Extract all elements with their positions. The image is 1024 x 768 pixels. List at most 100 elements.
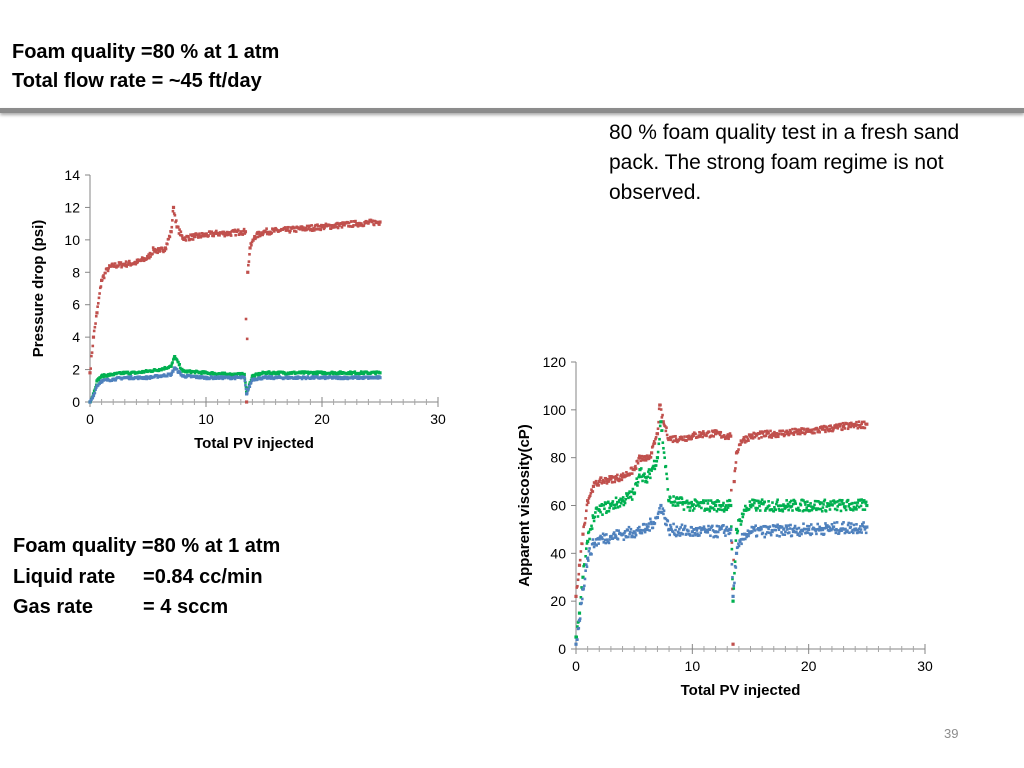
data-point-fill [692, 434, 695, 437]
data-point-fill [789, 523, 792, 527]
data-point-fill [356, 224, 360, 228]
data-point-fill [218, 234, 221, 237]
data-point-fill [747, 439, 750, 442]
data-point-fill [775, 525, 778, 529]
data-point-fill [350, 220, 353, 223]
data-point-fill [630, 466, 633, 470]
data-point-fill [741, 438, 745, 441]
data-point-fill [689, 534, 692, 537]
data-point-fill [791, 502, 795, 506]
data-point-fill [661, 413, 664, 417]
data-point-fill [798, 530, 802, 534]
data-point-fill [649, 520, 653, 524]
data-point-fill [713, 501, 717, 504]
data-point-fill [615, 476, 619, 480]
data-point-fill [833, 521, 836, 525]
data-point-fill [619, 474, 622, 478]
data-point-fill [671, 504, 675, 507]
data-point-fill [743, 441, 747, 444]
data-point-fill [657, 407, 661, 411]
data-point-fill [247, 263, 250, 267]
data-point-fill [242, 227, 246, 231]
data-point-fill [727, 503, 731, 507]
data-point-fill [783, 533, 787, 536]
data-point-fill [209, 373, 212, 376]
data-point-fill [751, 504, 755, 507]
x-tick-label: 30 [917, 658, 933, 674]
data-point-fill [134, 262, 138, 266]
data-point-fill [608, 538, 611, 541]
data-point-fill [184, 239, 188, 242]
data-point-fill [784, 506, 787, 510]
data-point-fill [728, 531, 732, 535]
data-point-fill [730, 562, 734, 566]
data-point-fill [663, 456, 666, 459]
data-point-fill [713, 508, 716, 511]
data-point-fill [168, 235, 172, 239]
data-point-fill [171, 358, 175, 361]
data-point [591, 484, 596, 488]
data-point-fill [627, 496, 630, 500]
y-tick-label: 4 [72, 329, 80, 345]
data-point-fill [775, 432, 779, 435]
data-point-fill [855, 504, 859, 507]
data-point-fill [637, 475, 640, 479]
data-point-fill [362, 372, 366, 376]
data-point-fill [602, 503, 606, 507]
data-point-fill [628, 472, 632, 475]
data-point-fill [96, 377, 100, 380]
data-point-fill [849, 525, 852, 529]
data-point-fill [656, 512, 660, 516]
data-point-fill [585, 547, 588, 550]
data-point-fill [722, 501, 725, 505]
data-point-fill [817, 428, 820, 431]
data-point [586, 539, 590, 543]
data-point [644, 527, 648, 532]
data-point-fill [167, 237, 170, 241]
data-point-fill [625, 535, 628, 539]
data-point [655, 515, 660, 520]
data-point-fill [863, 528, 867, 531]
data-point-fill [767, 504, 771, 507]
data-point-fill [702, 501, 706, 505]
data-point-fill [723, 507, 727, 511]
header-divider [0, 108, 1024, 113]
data-point-fill [724, 505, 727, 509]
data-point-fill [613, 503, 617, 507]
data-point-fill [748, 500, 752, 503]
data-point-fill [176, 225, 180, 229]
data-point-fill [605, 511, 608, 515]
data-point-fill [229, 232, 232, 235]
data-point-fill [739, 523, 743, 526]
data-point-fill [650, 467, 654, 470]
data-point-fill [615, 529, 619, 532]
data-point-fill [662, 422, 666, 426]
data-point-fill [639, 467, 643, 470]
data-point-fill [793, 500, 797, 503]
data-point-fill [659, 408, 663, 411]
data-point-fill [766, 506, 769, 510]
data-point-fill [687, 437, 690, 441]
data-point-fill [851, 531, 855, 535]
data-point-fill [647, 468, 651, 471]
data-point [169, 230, 173, 234]
data-point-fill [683, 435, 686, 438]
data-point-fill [749, 436, 753, 440]
data-point-fill [211, 371, 214, 374]
data-point-fill [705, 434, 708, 438]
data-point-fill [658, 437, 661, 441]
data-point-fill [742, 436, 746, 439]
data-point-fill [591, 538, 595, 541]
data-point [632, 468, 636, 472]
data-point-fill [603, 507, 606, 511]
header-line-2: Total flow rate = ~45 ft/day [12, 70, 262, 92]
data-point-fill [746, 437, 750, 441]
data-point-fill [656, 450, 660, 454]
data-point-fill [596, 515, 600, 518]
data-point [714, 530, 718, 534]
data-point-fill [828, 428, 832, 431]
data-point-fill [819, 426, 823, 430]
data-point-fill [119, 261, 123, 264]
data-point-fill [312, 229, 316, 232]
data-point-fill [804, 503, 807, 506]
